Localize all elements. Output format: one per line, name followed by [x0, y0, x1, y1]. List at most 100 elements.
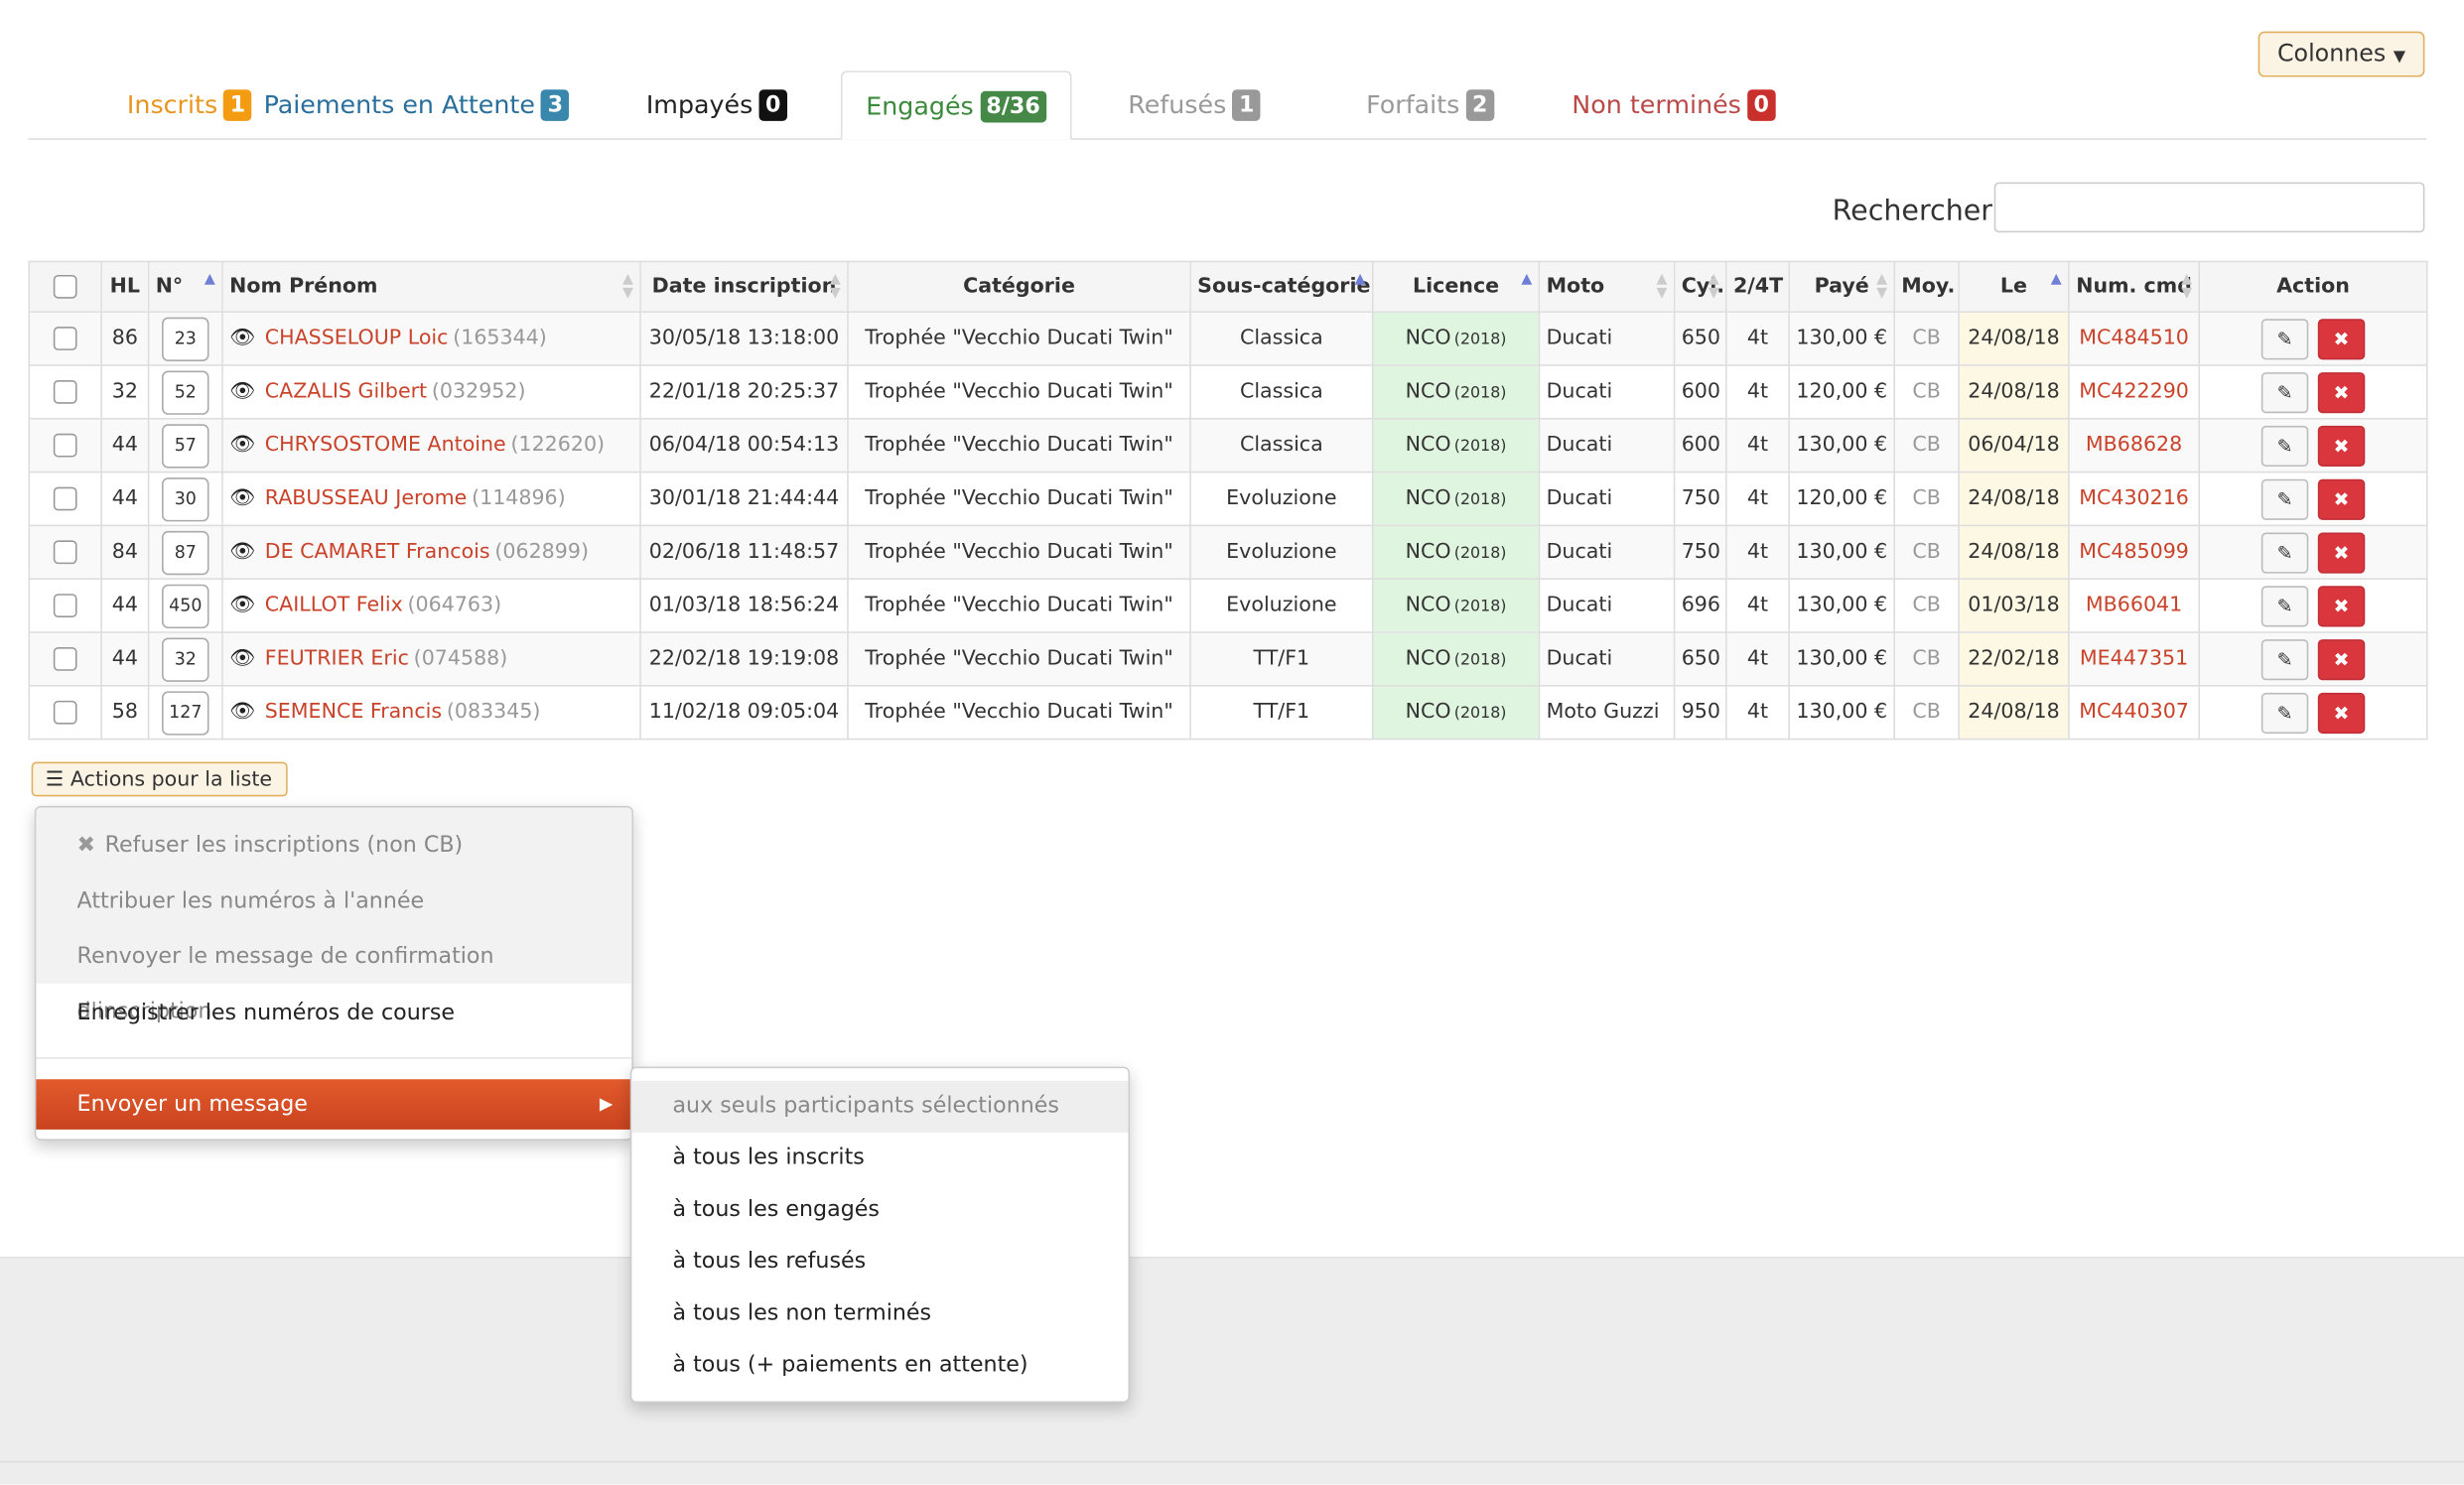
delete-button[interactable]: ✖: [2317, 585, 2366, 626]
order-link[interactable]: MC422290: [2079, 379, 2189, 404]
number-input[interactable]: 52: [162, 369, 209, 415]
delete-button[interactable]: ✖: [2317, 638, 2366, 680]
tab[interactable]: Engagés 8/36: [840, 70, 1072, 140]
name-link[interactable]: CAZALIS Gilbert: [264, 379, 428, 404]
number-input[interactable]: 32: [162, 636, 209, 682]
tab[interactable]: Inscrits 1: [28, 70, 349, 140]
tab[interactable]: Refusés 1: [1100, 70, 1289, 140]
edit-button[interactable]: ✎: [2260, 638, 2309, 680]
licence-type: NCO: [1405, 433, 1451, 458]
eye-icon[interactable]: 👁: [229, 647, 256, 671]
eye-icon[interactable]: 👁: [229, 700, 256, 725]
header-label: N°: [155, 274, 184, 299]
name-link[interactable]: FEUTRIER Eric: [264, 647, 409, 671]
method-cell: CB: [1893, 631, 1960, 687]
order-cell: ME447351: [2068, 631, 2201, 687]
edit-button[interactable]: ✎: [2260, 318, 2309, 359]
edit-button[interactable]: ✎: [2260, 425, 2309, 467]
order-link[interactable]: MC484510: [2079, 327, 2189, 350]
checkbox[interactable]: [53, 274, 77, 299]
table: HL N° ▲ Nom Prénom ▲ ▼ Date inscription ▲ ▼ Catég…: [28, 260, 2428, 741]
header-cell: Sous-catégorie ▲: [1189, 260, 1374, 313]
tab[interactable]: Impayés 0: [610, 70, 823, 140]
checkbox[interactable]: [53, 700, 77, 725]
eye-icon[interactable]: 👁: [229, 379, 256, 404]
menu-item-send[interactable]: Envoyer un message ▶: [36, 1079, 632, 1130]
edit-button[interactable]: ✎: [2260, 531, 2309, 573]
submenu-item[interactable]: à tous les inscrits: [672, 1145, 865, 1171]
tab[interactable]: Non terminés 0: [1548, 70, 1799, 140]
menu-item[interactable]: ✖ Refuser les inscriptions (non CB): [36, 819, 631, 874]
delete-button[interactable]: ✖: [2317, 477, 2366, 520]
number-input[interactable]: 23: [162, 316, 209, 361]
stroke-cell: 4t: [1725, 311, 1790, 366]
hl-cell: 84: [100, 524, 150, 580]
delete-button[interactable]: ✖: [2317, 425, 2366, 467]
order-link[interactable]: MC440307: [2079, 700, 2189, 725]
number-input[interactable]: 57: [162, 423, 209, 468]
checkbox[interactable]: [53, 433, 77, 458]
search-input[interactable]: [1993, 182, 2425, 233]
submenu-item[interactable]: à tous les engagés: [672, 1196, 880, 1223]
number-input[interactable]: 450: [162, 583, 209, 628]
licence-type: NCO: [1405, 379, 1451, 404]
delete-button[interactable]: ✖: [2317, 692, 2366, 734]
submenu-item[interactable]: à tous les non terminés: [672, 1300, 932, 1326]
subcategory-cell: TT/F1: [1189, 631, 1374, 687]
table-row: 86 23 👁 CHASSELOUP Loic (165344) 30/05/18 13:…: [28, 311, 2428, 366]
checkbox[interactable]: [53, 486, 77, 511]
name-link[interactable]: CHASSELOUP Loic: [264, 327, 449, 350]
tab[interactable]: Paiements en Attente 3: [251, 70, 581, 140]
name-link[interactable]: RABUSSEAU Jerome: [264, 486, 468, 511]
paid-date-cell: 06/04/18: [1958, 417, 2070, 473]
eye-icon[interactable]: 👁: [229, 327, 256, 350]
menu-label: Enregistrer les numéros de course: [76, 1000, 456, 1025]
order-link[interactable]: MC485099: [2079, 540, 2189, 565]
edit-button[interactable]: ✎: [2260, 477, 2309, 520]
eye-icon[interactable]: 👁: [229, 433, 256, 458]
order-link[interactable]: ME447351: [2079, 647, 2189, 671]
tab[interactable]: Forfaits 2: [1335, 70, 1524, 140]
edit-button[interactable]: ✎: [2260, 371, 2309, 413]
method-cell: CB: [1893, 578, 1960, 633]
submenu-item[interactable]: à tous les refusés: [672, 1249, 867, 1275]
checkbox[interactable]: [53, 379, 77, 404]
checkbox[interactable]: [53, 647, 77, 671]
number-input[interactable]: 127: [162, 690, 209, 735]
licence-id: (062899): [494, 540, 589, 565]
cell: [28, 578, 102, 633]
actions-button[interactable]: ☰ Actions pour la liste ▼: [31, 761, 288, 825]
submenu-item[interactable]: à tous (+ paiements en attente): [672, 1352, 1028, 1378]
submenu-item[interactable]: aux seuls participants sélectionnés: [631, 1080, 1129, 1134]
eye-icon[interactable]: 👁: [229, 594, 256, 617]
edit-button[interactable]: ✎: [2260, 585, 2309, 626]
checkbox[interactable]: [53, 594, 77, 617]
checkbox[interactable]: [53, 327, 77, 350]
delete-button[interactable]: ✖: [2317, 318, 2366, 359]
order-link[interactable]: MB68628: [2085, 433, 2183, 458]
columns-button[interactable]: Colonnes ▼: [2258, 31, 2425, 77]
number-input[interactable]: 30: [162, 476, 209, 521]
subcategory-cell: Classica: [1189, 364, 1374, 420]
moto-cell: Ducati: [1538, 311, 1676, 366]
checkbox[interactable]: [53, 540, 77, 565]
method-cell: CB: [1893, 471, 1960, 527]
eye-icon[interactable]: 👁: [229, 540, 256, 565]
header-cell: Date inscription ▲ ▼: [639, 260, 849, 313]
delete-button[interactable]: ✖: [2317, 371, 2366, 413]
number-input[interactable]: 87: [162, 530, 209, 575]
name-link[interactable]: DE CAMARET Francois: [264, 540, 490, 565]
delete-button[interactable]: ✖: [2317, 531, 2366, 573]
edit-button[interactable]: ✎: [2260, 692, 2309, 734]
menu-item[interactable]: Renvoyer le message de confirmation d'in…: [36, 930, 631, 1024]
cyl-cell: 650: [1673, 631, 1727, 687]
order-link[interactable]: MB66041: [2085, 594, 2183, 617]
eye-icon[interactable]: 👁: [229, 486, 256, 511]
name-link[interactable]: CAILLOT Felix: [264, 594, 403, 617]
menu-item[interactable]: Enregistrer les numéros de course: [36, 986, 631, 1040]
menu-item[interactable]: Attribuer les numéros à l'année: [36, 875, 631, 929]
name-link[interactable]: CHRYSOSTOME Antoine: [264, 433, 506, 458]
order-link[interactable]: MC430216: [2079, 486, 2189, 511]
name-link[interactable]: SEMENCE Francis: [264, 700, 443, 725]
